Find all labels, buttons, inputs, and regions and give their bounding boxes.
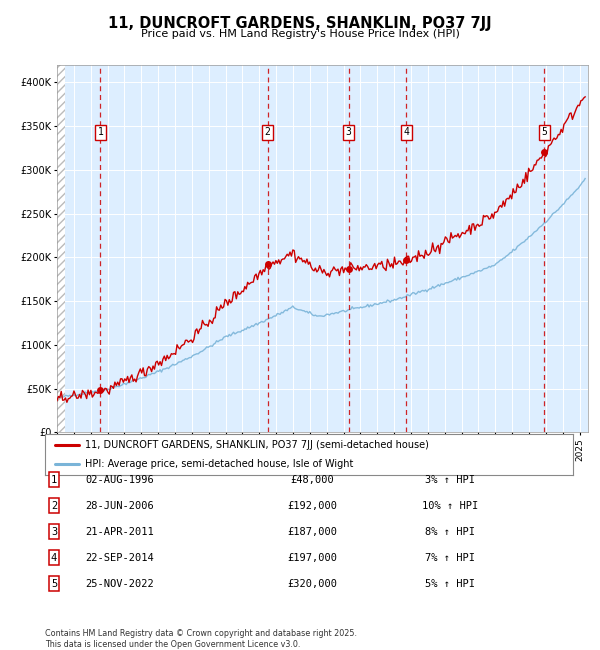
Text: 25-NOV-2022: 25-NOV-2022 [86, 578, 154, 589]
Text: 11, DUNCROFT GARDENS, SHANKLIN, PO37 7JJ: 11, DUNCROFT GARDENS, SHANKLIN, PO37 7JJ [108, 16, 492, 31]
Text: 1: 1 [98, 127, 103, 137]
Text: 02-AUG-1996: 02-AUG-1996 [86, 474, 154, 485]
Text: 4: 4 [51, 552, 57, 563]
Text: 10% ↑ HPI: 10% ↑ HPI [422, 500, 478, 511]
Text: 3: 3 [51, 526, 57, 537]
Bar [57, 65, 65, 432]
Text: 22-SEP-2014: 22-SEP-2014 [86, 552, 154, 563]
Text: 5% ↑ HPI: 5% ↑ HPI [425, 578, 475, 589]
Text: 11, DUNCROFT GARDENS, SHANKLIN, PO37 7JJ (semi-detached house): 11, DUNCROFT GARDENS, SHANKLIN, PO37 7JJ… [85, 440, 428, 450]
Text: £48,000: £48,000 [290, 474, 334, 485]
Text: 3% ↑ HPI: 3% ↑ HPI [425, 474, 475, 485]
Text: £192,000: £192,000 [287, 500, 337, 511]
Text: 2: 2 [51, 500, 57, 511]
Text: £197,000: £197,000 [287, 552, 337, 563]
Text: 3: 3 [346, 127, 352, 137]
Text: £187,000: £187,000 [287, 526, 337, 537]
Text: £320,000: £320,000 [287, 578, 337, 589]
Text: 5: 5 [51, 578, 57, 589]
Text: 5: 5 [541, 127, 547, 137]
Text: 28-JUN-2006: 28-JUN-2006 [86, 500, 154, 511]
Text: 21-APR-2011: 21-APR-2011 [86, 526, 154, 537]
Text: HPI: Average price, semi-detached house, Isle of Wight: HPI: Average price, semi-detached house,… [85, 459, 353, 469]
Text: 8% ↑ HPI: 8% ↑ HPI [425, 526, 475, 537]
Text: 4: 4 [403, 127, 409, 137]
Text: 1: 1 [51, 474, 57, 485]
Text: Price paid vs. HM Land Registry's House Price Index (HPI): Price paid vs. HM Land Registry's House … [140, 29, 460, 39]
Text: Contains HM Land Registry data © Crown copyright and database right 2025.
This d: Contains HM Land Registry data © Crown c… [45, 629, 357, 649]
Text: 7% ↑ HPI: 7% ↑ HPI [425, 552, 475, 563]
Text: 2: 2 [265, 127, 271, 137]
